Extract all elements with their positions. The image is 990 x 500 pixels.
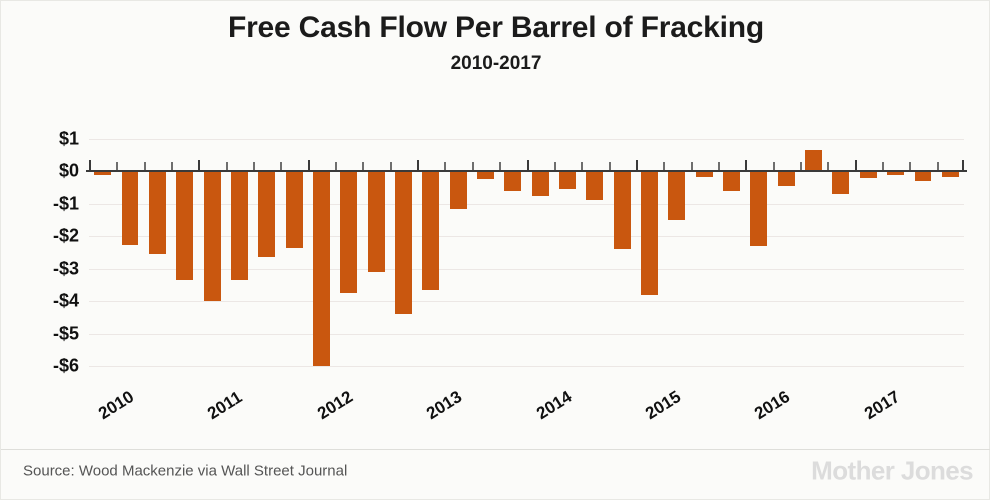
bar (449, 171, 467, 209)
bar (367, 171, 385, 272)
x-axis-major-tick (962, 160, 964, 172)
x-axis-major-tick (526, 160, 529, 172)
bar (832, 171, 850, 194)
bar (121, 171, 139, 246)
y-axis-tick-label: -$3 (52, 258, 79, 279)
x-axis-tick-label: 2012 (313, 386, 356, 424)
bar (750, 171, 768, 246)
bar (394, 171, 412, 315)
mother-jones-logo: Mother Jones (811, 455, 973, 486)
x-axis-minor-tick (389, 162, 392, 172)
x-axis-minor-tick (444, 162, 447, 172)
x-axis-minor-tick (690, 162, 693, 172)
x-axis-minor-tick (225, 162, 228, 172)
bar (641, 171, 659, 295)
x-axis-minor-tick (717, 162, 720, 172)
bar (312, 171, 330, 366)
chart-title: Free Cash Flow Per Barrel of Fracking (227, 11, 765, 44)
x-axis-major-tick (854, 160, 857, 172)
gridline (89, 366, 964, 367)
x-axis-major-tick (635, 160, 638, 172)
x-axis-labels: 2010 2011 2012 2013 2014 2015 2016 2017 (1, 381, 990, 441)
x-axis-major-tick (417, 160, 420, 172)
bar (285, 171, 303, 248)
x-axis-minor-tick (253, 162, 256, 172)
bar (887, 171, 905, 176)
bar (695, 171, 713, 178)
bar (613, 171, 631, 250)
bar (504, 171, 522, 191)
x-axis-major-tick (89, 160, 91, 172)
x-axis-minor-tick (362, 162, 365, 172)
y-axis-tick-label: -$4 (52, 290, 79, 311)
x-axis-minor-tick (799, 162, 802, 172)
gridline (89, 138, 964, 140)
x-axis-minor-tick (608, 162, 611, 172)
bar (94, 171, 112, 176)
plot-area (86, 129, 967, 379)
x-axis-minor-tick (581, 162, 584, 172)
x-axis-minor-tick (909, 162, 912, 172)
chart-subtitle: 2010-2017 (450, 53, 542, 74)
x-axis-minor-tick (772, 162, 775, 172)
y-axis-tick-label: -$1 (52, 193, 79, 214)
bar (422, 171, 440, 290)
bar (148, 171, 166, 254)
x-axis-minor-tick (171, 162, 174, 172)
x-axis-minor-tick (663, 162, 666, 172)
y-axis-labels: $1 $0 -$1 -$2 -$3 -$4 -$5 -$6 (1, 128, 79, 379)
bar (914, 171, 932, 181)
footer-divider (1, 449, 990, 450)
x-axis-major-tick (307, 160, 310, 172)
gridline (89, 268, 964, 270)
x-axis-minor-tick (143, 162, 146, 172)
x-axis-minor-tick (471, 162, 474, 172)
bar (258, 171, 276, 258)
x-axis-major-tick (745, 160, 748, 172)
x-axis-minor-tick (553, 162, 556, 172)
bar (723, 171, 741, 191)
bar (777, 171, 795, 186)
zero-axis-line (86, 170, 967, 173)
x-axis-minor-tick (335, 162, 338, 172)
gridline (89, 333, 964, 335)
gridline (89, 301, 964, 303)
x-axis-tick-label: 2010 (95, 386, 138, 424)
bar (805, 150, 823, 172)
x-axis-minor-tick (881, 162, 884, 172)
bar (941, 171, 959, 178)
y-axis-tick-label: -$6 (52, 355, 79, 376)
y-axis-tick-label: -$5 (52, 323, 79, 344)
x-axis-minor-tick (827, 162, 830, 172)
x-axis-tick-label: 2014 (532, 386, 575, 424)
bar (340, 171, 358, 293)
x-axis-tick-label: 2013 (423, 386, 466, 424)
bar (668, 171, 686, 220)
y-axis-tick-label: $0 (58, 160, 79, 181)
source-note: Source: Wood Mackenzie via Wall Street J… (23, 462, 348, 480)
gridline (89, 203, 964, 205)
x-axis-tick-label: 2017 (860, 386, 903, 424)
x-axis-major-tick (198, 160, 201, 172)
bar (859, 171, 877, 179)
x-axis-tick-label: 2016 (751, 386, 794, 424)
x-axis-minor-tick (116, 162, 119, 172)
gridline (89, 236, 964, 238)
bar (586, 171, 604, 201)
bar (176, 171, 194, 280)
bar (203, 171, 221, 302)
x-axis-minor-tick (499, 162, 502, 172)
y-axis-tick-label: $1 (58, 128, 79, 149)
x-axis-minor-tick (936, 162, 939, 172)
y-axis-tick-label: -$2 (52, 225, 79, 246)
bar (477, 171, 494, 180)
x-axis-tick-label: 2011 (204, 387, 246, 424)
bar (559, 171, 576, 190)
bar (531, 171, 549, 196)
bar (230, 171, 248, 280)
x-axis-tick-label: 2015 (641, 386, 685, 424)
x-axis-minor-tick (280, 162, 283, 172)
